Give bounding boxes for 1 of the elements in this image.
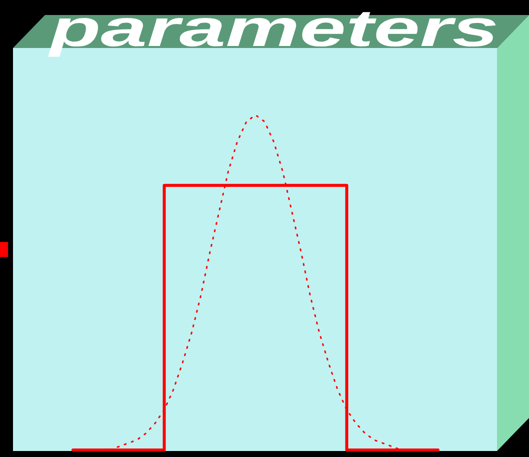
chart-title: parameters (50, 0, 499, 58)
